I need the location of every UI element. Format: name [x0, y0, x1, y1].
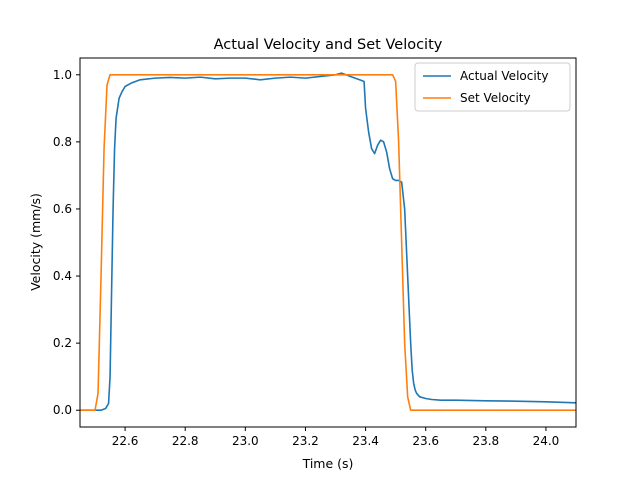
- x-tick-label: 23.0: [232, 434, 259, 448]
- x-tick-label: 23.6: [412, 434, 439, 448]
- series-line-1: [80, 72, 576, 412]
- y-axis-label: Velocity (mm/s): [28, 193, 43, 291]
- plot-frame: [79, 57, 577, 428]
- y-tick-label: 0.4: [53, 269, 72, 283]
- series-line-2: [80, 73, 576, 412]
- x-tick-label: 24.0: [533, 434, 560, 448]
- chart-title: Actual Velocity and Set Velocity: [214, 37, 443, 53]
- x-tick-label: 22.8: [172, 434, 199, 448]
- y-tick-label: 0.8: [53, 135, 72, 149]
- x-axis-label: Time (s): [302, 456, 354, 471]
- legend: Actual Velocity Set Velocity: [414, 62, 571, 112]
- plot-area: [79, 57, 577, 428]
- x-tick-label: 23.2: [292, 434, 319, 448]
- y-tick-label: 0.2: [53, 336, 72, 350]
- x-axis: 22.6 22.8 23.0 23.2 23.4 23.6 23.8 24.0: [112, 427, 560, 448]
- legend-label-2: Set Velocity: [460, 91, 531, 105]
- y-axis: 0.0 0.2 0.4 0.6 0.8 1.0: [53, 68, 80, 417]
- y-tick-label: 1.0: [53, 68, 72, 82]
- legend-box: [414, 62, 571, 112]
- legend-label-1: Actual Velocity: [460, 69, 548, 83]
- x-tick-label: 23.8: [472, 434, 499, 448]
- x-tick-label: 23.4: [352, 434, 379, 448]
- x-tick-label: 22.6: [112, 434, 139, 448]
- y-tick-label: 0.6: [53, 202, 72, 216]
- y-tick-label: 0.0: [53, 403, 72, 417]
